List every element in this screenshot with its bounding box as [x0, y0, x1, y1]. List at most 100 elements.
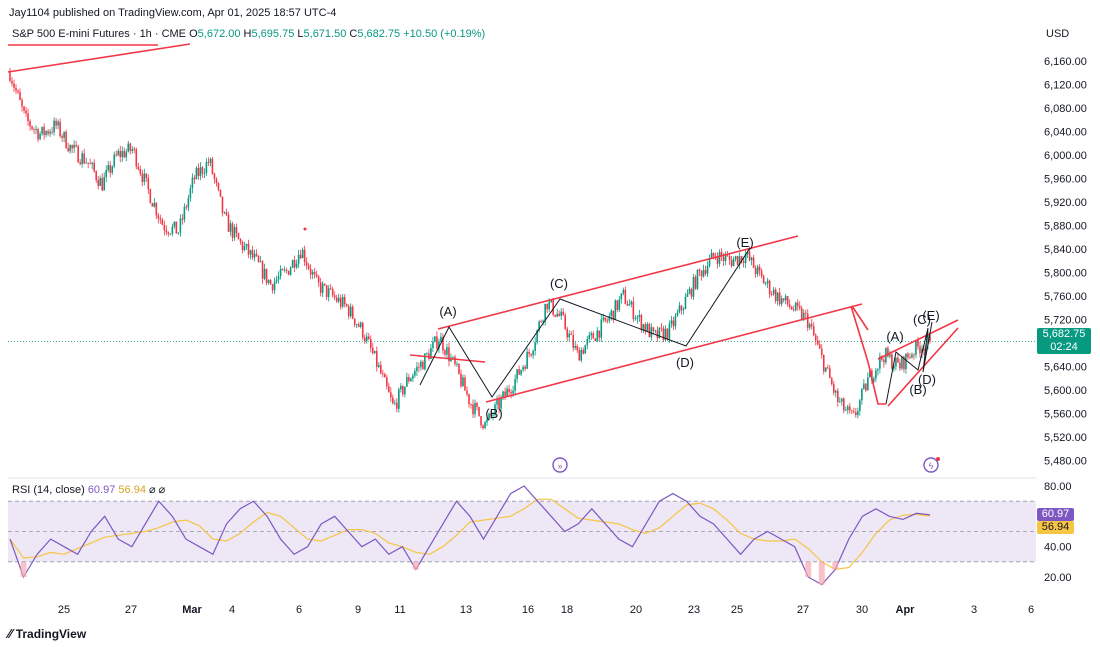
rsi-line [9, 485, 931, 586]
candle-body [500, 397, 502, 409]
candle-body [31, 126, 33, 129]
candle-body [388, 386, 390, 393]
trendline[interactable] [887, 327, 959, 407]
candle-body [654, 330, 657, 332]
candle-body [412, 375, 414, 379]
candle-body [93, 162, 95, 172]
candle-body [97, 180, 99, 186]
candle-body [883, 359, 885, 363]
wave-label: (E) [736, 235, 753, 250]
candle-body [261, 261, 264, 279]
time-tick-label: 13 [460, 604, 472, 616]
candle-body [786, 296, 789, 305]
candle-body [241, 241, 244, 251]
candle-body [275, 279, 278, 282]
candle-body [504, 391, 506, 396]
candle-body [347, 306, 350, 317]
candle-body [895, 357, 897, 367]
candle-body [544, 303, 546, 321]
trendline[interactable] [409, 354, 486, 363]
candle-body [149, 189, 152, 204]
candle-body [542, 320, 544, 322]
candle-body [327, 288, 330, 297]
candle-body [718, 252, 721, 264]
candle-body [778, 292, 781, 305]
candle-body [279, 269, 282, 277]
down-leg[interactable] [850, 305, 886, 405]
price-tick-label: 5,960.00 [1044, 174, 1087, 186]
candle-body [700, 271, 703, 277]
wave-path[interactable] [419, 247, 751, 398]
candle-body [762, 276, 765, 284]
candle-body [658, 327, 661, 339]
candle-body [185, 206, 188, 208]
price-tick-label: 6,000.00 [1044, 150, 1087, 162]
price-tick-label: 5,920.00 [1044, 197, 1087, 209]
candle-body [604, 317, 607, 321]
candle-body [235, 227, 238, 234]
candle-body [598, 330, 601, 338]
candle-body [191, 177, 194, 189]
candle-body [849, 406, 851, 411]
trendline[interactable] [7, 43, 191, 73]
candle-body [843, 398, 845, 411]
candle-body [470, 404, 472, 405]
candle-body [371, 347, 374, 354]
earnings-icon[interactable] [923, 457, 939, 473]
trendline[interactable] [877, 319, 959, 360]
candle-body [293, 260, 296, 268]
candle-body [580, 350, 583, 361]
candle-body [877, 368, 879, 371]
price-tick-label: 5,800.00 [1044, 268, 1087, 280]
price-tick-label: 5,760.00 [1044, 291, 1087, 303]
candle-body [349, 306, 352, 317]
event-icon[interactable] [552, 457, 568, 473]
candle-body [520, 369, 522, 375]
candle-body [171, 226, 174, 234]
candle-body [277, 276, 280, 280]
candle-body [448, 347, 450, 362]
candle-body [766, 280, 769, 284]
candle-body [161, 219, 164, 225]
candle-body [135, 149, 138, 167]
time-tick-label: Apr [896, 604, 916, 616]
candle-body [648, 323, 651, 338]
candle-body [321, 283, 324, 293]
candle-body [816, 340, 819, 345]
candle-body [818, 344, 821, 349]
wave-label: (D) [918, 372, 936, 387]
trendline[interactable] [851, 305, 869, 331]
candle-body [776, 292, 779, 302]
candle-body [313, 272, 316, 275]
currency-label[interactable]: USD [1046, 28, 1070, 40]
candle-body [656, 330, 659, 339]
rsi-legend-title[interactable]: RSI (14, close) [12, 484, 85, 496]
candle-body [672, 320, 675, 327]
wave-path[interactable] [885, 321, 933, 405]
rsi-oversold-fill [20, 561, 27, 577]
candle-body [187, 197, 190, 208]
time-tick-label: 27 [125, 604, 137, 616]
candle-body [438, 341, 440, 349]
candle-body [820, 348, 823, 355]
candle-body [516, 369, 518, 379]
trendline[interactable] [437, 235, 799, 330]
symbol-name[interactable]: S&P 500 E-mini Futures · 1h · CME [12, 28, 187, 40]
trendline[interactable] [485, 303, 863, 403]
rsi-tick-label: 80.00 [1044, 481, 1072, 493]
candle-body [824, 367, 827, 372]
candle-body [646, 323, 649, 332]
high-label: H [243, 28, 252, 40]
tradingview-brand[interactable]: ⁄⁄ TradingView [8, 626, 86, 641]
rsi-oversold-fill [412, 561, 419, 570]
wave-label: (B) [909, 382, 926, 397]
candle-body [540, 321, 542, 323]
candle-body [339, 297, 342, 307]
candle-body [267, 280, 270, 283]
candle-body [810, 324, 813, 327]
candle-body [375, 350, 378, 367]
candle-body [706, 265, 709, 274]
candle-body [430, 347, 432, 360]
candle-body [867, 377, 869, 391]
